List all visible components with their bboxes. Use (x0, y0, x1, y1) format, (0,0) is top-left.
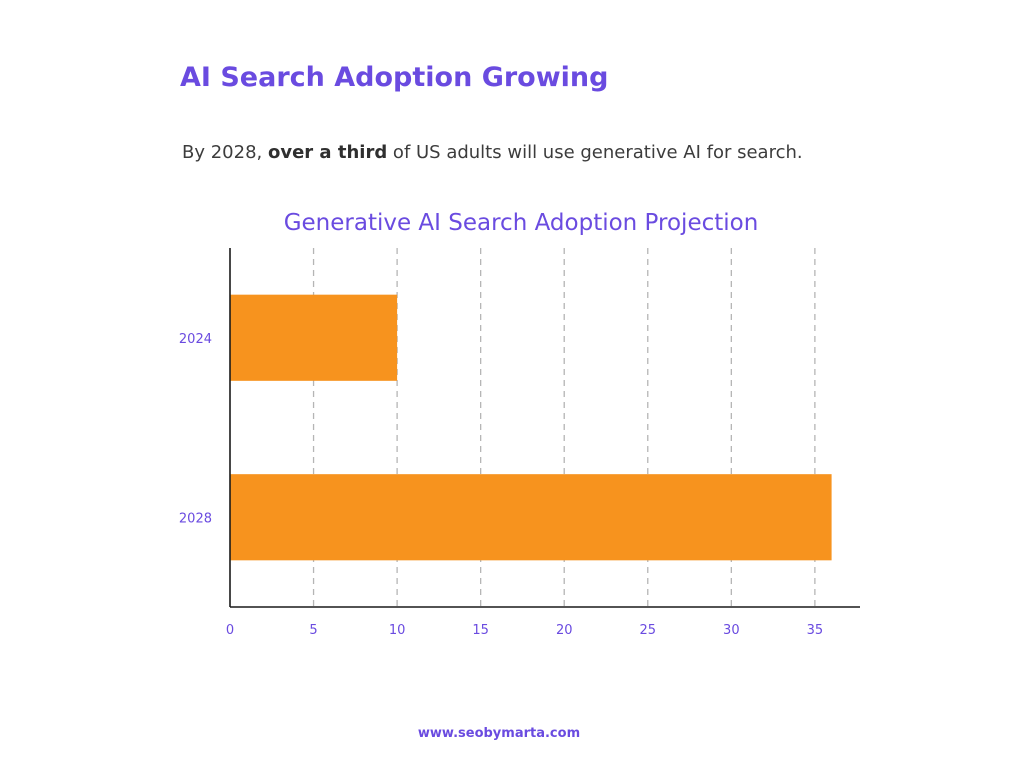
y-tick-labels: 2024 2028 (179, 332, 212, 527)
chart-axes (229, 248, 860, 608)
footer-site-link[interactable]: www.seobymarta.com (417, 726, 581, 741)
x-tick-label-25: 25 (639, 623, 656, 638)
x-tick-label-0: 0 (226, 623, 234, 638)
x-tick-label-20: 20 (556, 623, 573, 638)
bar-2024 (230, 294, 398, 381)
subhead-text-end: of US adults will use generative AI for … (387, 142, 803, 163)
chart-title: Generative AI Search Adoption Projection (284, 210, 759, 236)
page-subhead: By 2028, over a third of US adults will … (182, 142, 803, 163)
bar-2028 (230, 474, 832, 561)
x-tick-label-10: 10 (389, 623, 406, 638)
chart-bars (230, 294, 832, 561)
y-tick-label-2024: 2024 (179, 332, 212, 347)
x-tick-labels: 0 5 10 15 20 25 30 35 (226, 623, 823, 638)
y-tick-label-2028: 2028 (179, 511, 212, 526)
x-tick-label-5: 5 (309, 623, 317, 638)
page-headline: AI Search Adoption Growing (180, 62, 609, 93)
subhead-text-start: By 2028, (182, 142, 268, 163)
x-tick-label-15: 15 (472, 623, 489, 638)
x-tick-label-30: 30 (723, 623, 740, 638)
subhead-emphasis: over a third (267, 142, 388, 163)
x-tick-label-35: 35 (807, 623, 824, 638)
